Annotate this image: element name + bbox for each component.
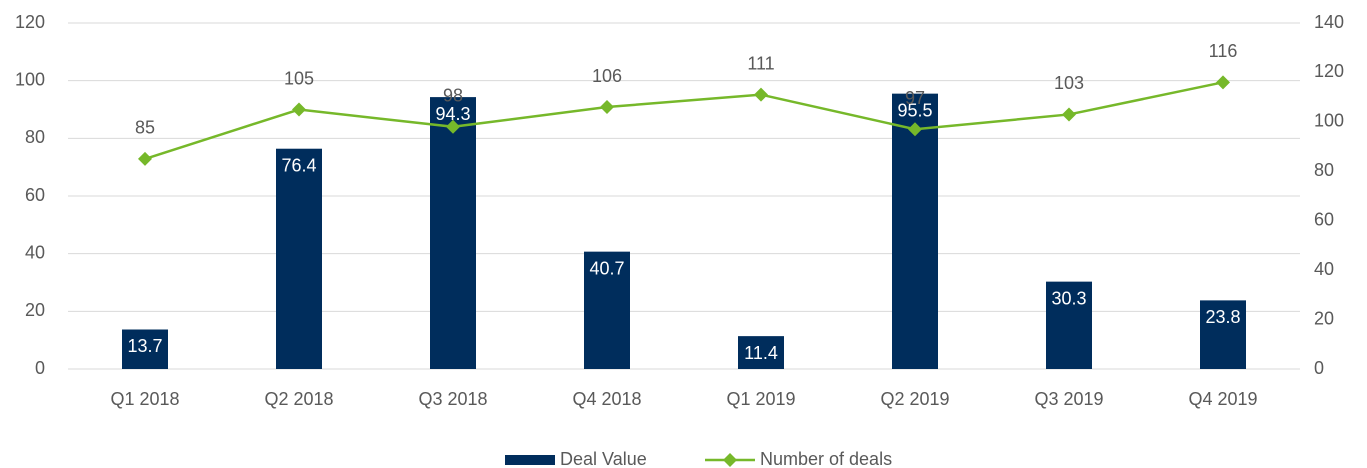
x-tick-label: Q2 2018 [264, 389, 333, 409]
line-value-label: 103 [1054, 73, 1084, 93]
y-tick-label: 100 [15, 69, 45, 89]
x-tick-label: Q3 2019 [1034, 389, 1103, 409]
x-tick-label: Q2 2019 [880, 389, 949, 409]
y2-tick-label: 80 [1314, 160, 1334, 180]
y2-tick-label: 140 [1314, 12, 1344, 32]
y2-tick-label: 100 [1314, 111, 1344, 131]
y2-tick-label: 40 [1314, 259, 1334, 279]
line-marker [600, 100, 614, 115]
y-tick-label: 120 [15, 12, 45, 32]
legend-label: Deal Value [560, 449, 647, 468]
bar-value-label: 40.7 [589, 258, 624, 278]
y2-tick-label: 60 [1314, 209, 1334, 229]
x-tick-label: Q3 2018 [418, 389, 487, 409]
bar [738, 336, 784, 369]
line-value-label: 116 [1209, 41, 1238, 61]
line-value-label: 106 [592, 66, 622, 86]
line-marker [754, 87, 768, 102]
line-marker [1216, 75, 1230, 90]
line-value-label: 98 [443, 86, 463, 106]
line-marker [908, 122, 922, 137]
bar-value-label: 95.5 [897, 100, 932, 120]
x-tick-label: Q1 2018 [110, 389, 179, 409]
bar [584, 251, 630, 369]
bar [430, 97, 476, 369]
bar [122, 329, 168, 369]
x-tick-label: Q1 2019 [726, 389, 795, 409]
line-marker [446, 119, 460, 134]
legend-swatch [505, 455, 555, 465]
y-tick-label: 60 [25, 185, 45, 205]
bar-value-label: 30.3 [1051, 288, 1086, 308]
y2-tick-label: 20 [1314, 308, 1334, 328]
y2-tick-label: 120 [1314, 61, 1344, 81]
y-tick-label: 40 [25, 242, 45, 262]
line-value-label: 85 [135, 118, 155, 138]
y-tick-label: 80 [25, 127, 45, 147]
x-tick-label: Q4 2019 [1188, 389, 1257, 409]
bar-value-label: 76.4 [281, 155, 316, 175]
y-tick-label: 0 [35, 358, 45, 378]
y2-tick-label: 0 [1314, 358, 1324, 378]
bar [276, 148, 322, 369]
line-value-label: 97 [905, 88, 925, 108]
line-marker [138, 151, 152, 166]
bar [1200, 300, 1246, 369]
y-tick-label: 20 [25, 300, 45, 320]
bar [892, 93, 938, 370]
line-marker [1062, 107, 1076, 122]
line-marker [292, 102, 306, 117]
bar [1046, 281, 1092, 369]
legend-marker [723, 453, 737, 467]
bar-value-label: 94.3 [435, 104, 470, 124]
legend-label: Number of deals [760, 449, 892, 468]
bar-value-label: 13.7 [127, 336, 162, 356]
line-value-label: 111 [747, 53, 774, 73]
x-tick-label: Q4 2018 [572, 389, 641, 409]
bar-value-label: 23.8 [1205, 307, 1240, 327]
line-value-label: 105 [284, 68, 314, 88]
bar-value-label: 11.4 [744, 343, 778, 363]
line [144, 81, 1224, 161]
